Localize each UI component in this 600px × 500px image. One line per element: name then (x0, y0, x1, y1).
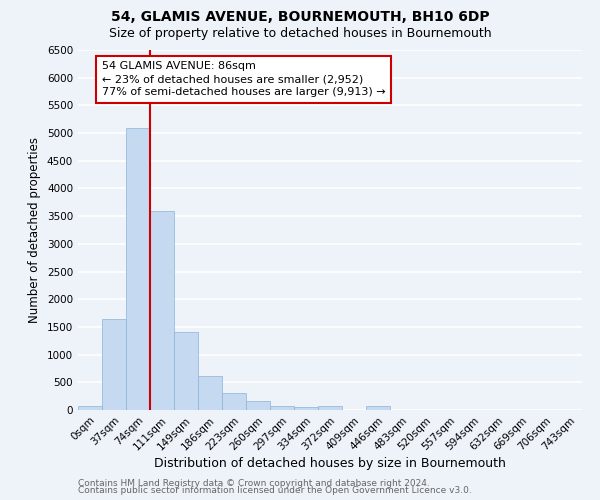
Bar (222, 393, 246, 410)
Text: 54 GLAMIS AVENUE: 86sqm
← 23% of detached houses are smaller (2,952)
77% of semi: 54 GLAMIS AVENUE: 86sqm ← 23% of detache… (102, 61, 386, 98)
Bar (270, 406, 294, 410)
Bar (318, 406, 342, 410)
Bar (174, 332, 198, 410)
Bar (294, 407, 318, 410)
Text: 54, GLAMIS AVENUE, BOURNEMOUTH, BH10 6DP: 54, GLAMIS AVENUE, BOURNEMOUTH, BH10 6DP (110, 10, 490, 24)
Bar (246, 402, 270, 410)
Bar (126, 128, 150, 410)
Y-axis label: Number of detached properties: Number of detached properties (28, 137, 41, 323)
Bar (102, 318, 126, 410)
Text: Contains HM Land Registry data © Crown copyright and database right 2024.: Contains HM Land Registry data © Crown c… (78, 478, 430, 488)
Bar (198, 376, 222, 410)
Text: Contains public sector information licensed under the Open Government Licence v3: Contains public sector information licen… (78, 486, 472, 495)
Bar (150, 210, 174, 410)
X-axis label: Distribution of detached houses by size in Bournemouth: Distribution of detached houses by size … (154, 458, 506, 470)
Bar (78, 406, 102, 410)
Bar (366, 406, 390, 410)
Text: Size of property relative to detached houses in Bournemouth: Size of property relative to detached ho… (109, 28, 491, 40)
